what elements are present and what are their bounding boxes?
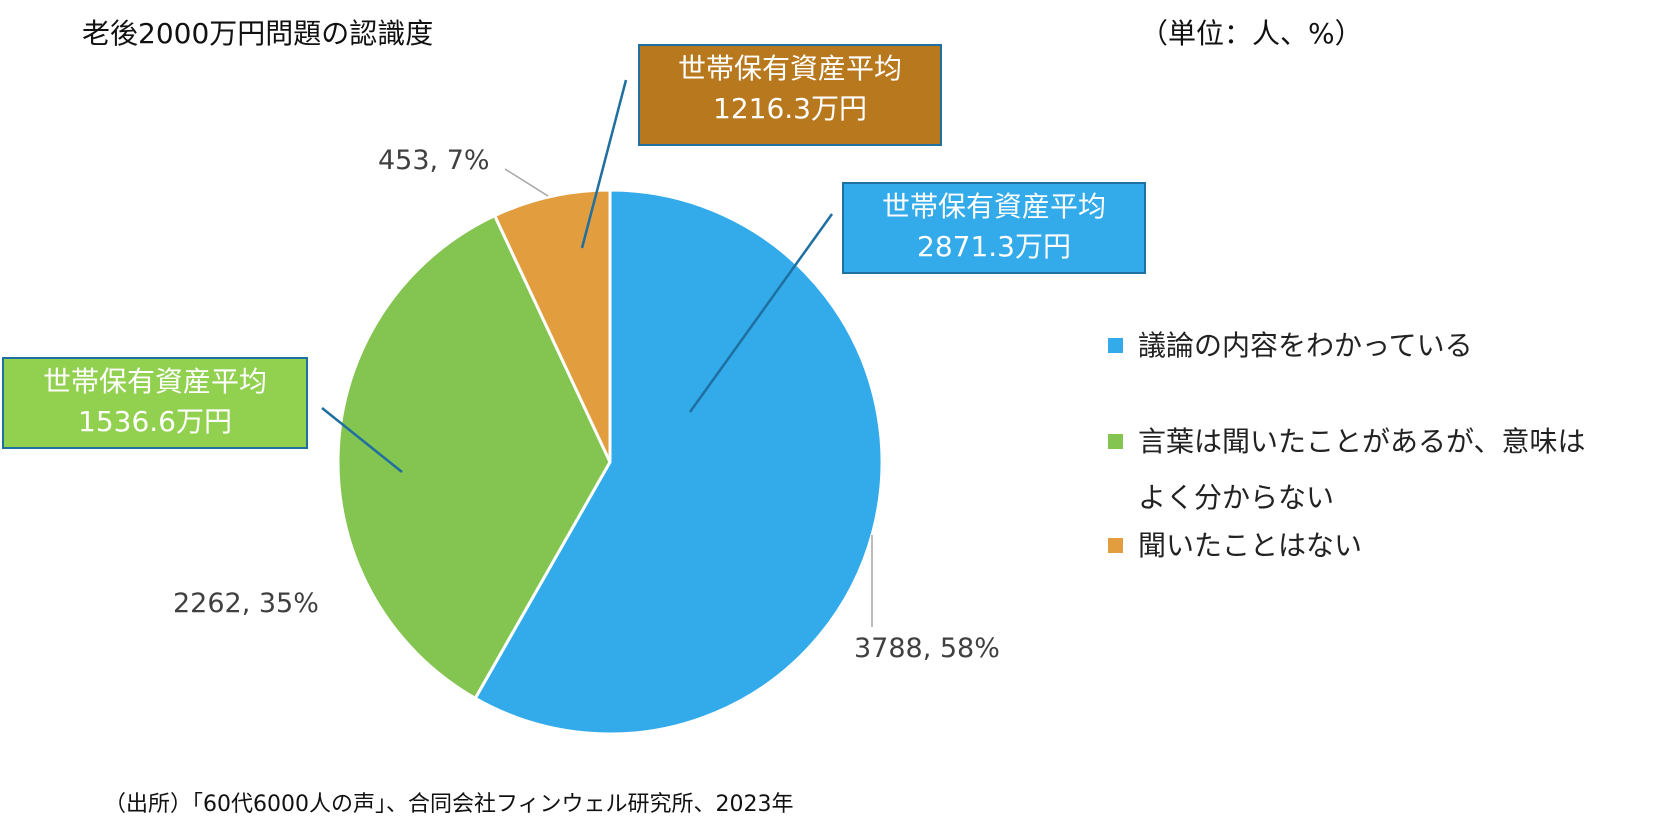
legend-item-heard-not-understood: 言葉は聞いたことがあるが、意味はよく分からない [1108,414,1588,526]
legend-label-heard-not-understood: 言葉は聞いたことがあるが、意味はよく分からない [1138,425,1586,514]
callout-heard-never-line2: 1216.3万円 [713,92,867,125]
data-label-understands: 3788, 58% [854,633,1000,664]
legend-item-heard-never: 聞いたことはない [1108,518,1588,574]
data-label-heard-never: 453, 7% [378,145,490,176]
legend-swatch-heard-never [1108,538,1123,553]
callout-heard-not-understood: 世帯保有資産平均 1536.6万円 [2,357,308,449]
source-note: （出所）「60代6000人の声」、合同会社フィンウェル研究所、2023年 [104,792,794,817]
pie-slice-understands [473,188,884,736]
callout-heard-not-understood-line1: 世帯保有資産平均 [42,365,267,398]
callout-connector-heard-not-understood [321,407,403,473]
callout-understands-line2: 2871.3万円 [917,230,1071,263]
chart-legend: 議論の内容をわかっている 言葉は聞いたことがあるが、意味はよく分からない 聞いた… [1108,318,1588,614]
callout-heard-never-line1: 世帯保有資産平均 [677,52,902,85]
legend-swatch-heard-not-understood [1108,434,1123,449]
data-label-heard-not-understood: 2262, 35% [173,588,319,619]
callout-connector-understands [688,213,834,413]
callout-connector-heard-never [580,79,628,249]
legend-item-understands: 議論の内容をわかっている [1108,318,1588,374]
chart-title: 老後2000万円問題の認識度 [82,17,434,50]
callout-heard-never: 世帯保有資産平均 1216.3万円 [638,44,942,146]
legend-label-heard-never: 聞いたことはない [1138,529,1363,562]
unit-label: （単位：人、%） [1140,17,1363,50]
callout-understands-line1: 世帯保有資産平均 [881,190,1106,223]
callout-understands: 世帯保有資産平均 2871.3万円 [842,182,1146,274]
pie-slice-heard-not-understood [336,213,612,701]
callout-heard-not-understood-line2: 1536.6万円 [78,405,232,438]
data-label-leader-heard-never [504,168,549,197]
pie-slice-heard-never [492,188,612,463]
legend-label-understands: 議論の内容をわかっている [1138,329,1473,362]
legend-swatch-understands [1108,338,1123,353]
